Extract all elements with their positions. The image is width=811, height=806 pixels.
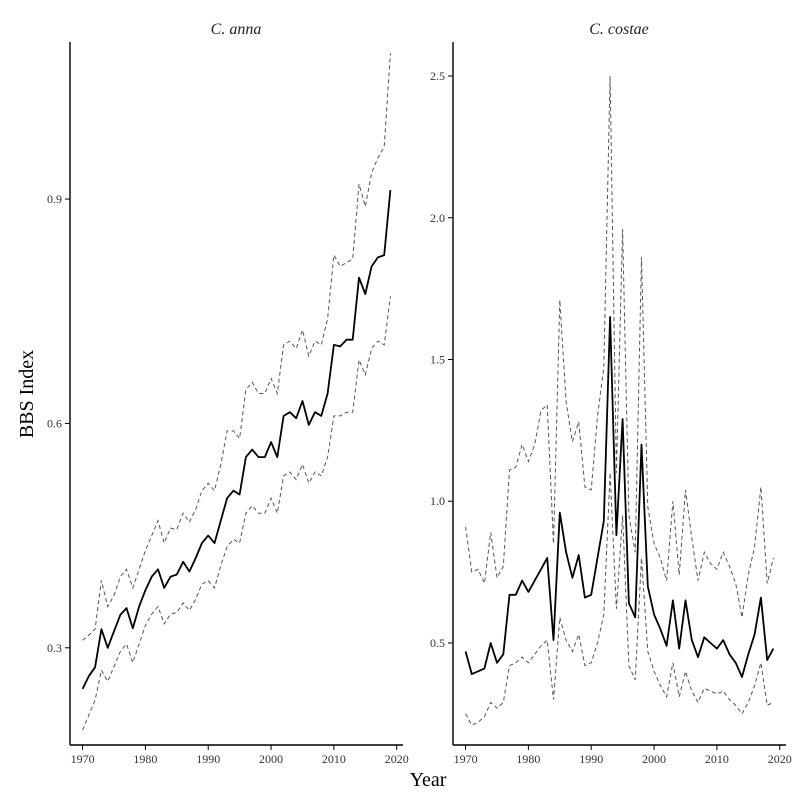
y-tick-label-c-costae: 2.5	[430, 69, 445, 83]
y-ticks-c-costae: 0.5 1.0 1.5 2.0 2.5	[430, 69, 453, 650]
x-tick-label-c-costae: 2020	[768, 752, 792, 766]
x-tick-label-c-costae: 2010	[705, 752, 729, 766]
y-tick-label-c-costae: 1.0	[430, 494, 445, 508]
ci-lower-c-costae	[465, 472, 774, 726]
x-tick-label-c-costae: 2000	[642, 752, 666, 766]
y-tick-label-c-anna: 0.9	[47, 192, 62, 206]
x-tick-label-c-anna: 1990	[196, 752, 220, 766]
x-tick-label-c-anna: 2000	[259, 752, 283, 766]
x-tick-label-c-anna: 1970	[71, 752, 95, 766]
ci-lower-c-anna	[82, 296, 391, 731]
panel-title-c-anna: C. anna	[211, 21, 262, 38]
x-ticks-c-anna: 1970 1980 1990 2000 2010 2020	[71, 745, 409, 766]
y-tick-label-c-costae: 0.5	[430, 636, 445, 650]
y-ticks-c-anna: 0.3 0.6 0.9	[47, 192, 70, 655]
x-tick-label-c-anna: 2010	[322, 752, 346, 766]
x-tick-label-c-costae: 1970	[454, 752, 478, 766]
panel-title-c-costae: C. costae	[589, 21, 649, 38]
panel-c-anna: C. anna 0.3 0.6 0.9 1970 1980 1990 2000 2010 20…	[47, 21, 409, 766]
x-axis-title: Year	[410, 769, 447, 791]
x-ticks-c-costae: 1970 1980 1990 2000 2010 2020	[454, 745, 792, 766]
series-line-lower-c-costae	[465, 472, 774, 726]
series-line-lower-c-anna	[82, 296, 391, 731]
x-tick-label-c-costae: 1990	[579, 752, 603, 766]
series-line-upper-c-costae	[465, 75, 774, 618]
panel-c-costae: C. costae 0.5 1.0 1.5 2.0 2.5 1970 1980 1990 20…	[430, 21, 792, 766]
series-line-mean-c-costae	[464, 316, 775, 678]
y-tick-label-c-anna: 0.6	[47, 416, 62, 430]
series-line-mean-c-anna	[81, 190, 392, 690]
y-tick-label-c-costae: 2.0	[430, 211, 445, 225]
y-axis-title: BBS Index	[16, 350, 38, 438]
x-tick-label-c-anna: 1980	[133, 752, 157, 766]
ci-upper-c-anna	[82, 53, 391, 641]
ci-upper-c-costae	[465, 75, 774, 618]
x-tick-label-c-anna: 2020	[385, 752, 409, 766]
y-tick-label-c-anna: 0.3	[47, 641, 62, 655]
x-tick-label-c-costae: 1980	[516, 752, 540, 766]
mean-c-costae	[464, 316, 775, 678]
series-line-upper-c-anna	[82, 53, 391, 641]
mean-c-anna	[81, 190, 392, 690]
y-tick-label-c-costae: 1.5	[430, 352, 445, 366]
